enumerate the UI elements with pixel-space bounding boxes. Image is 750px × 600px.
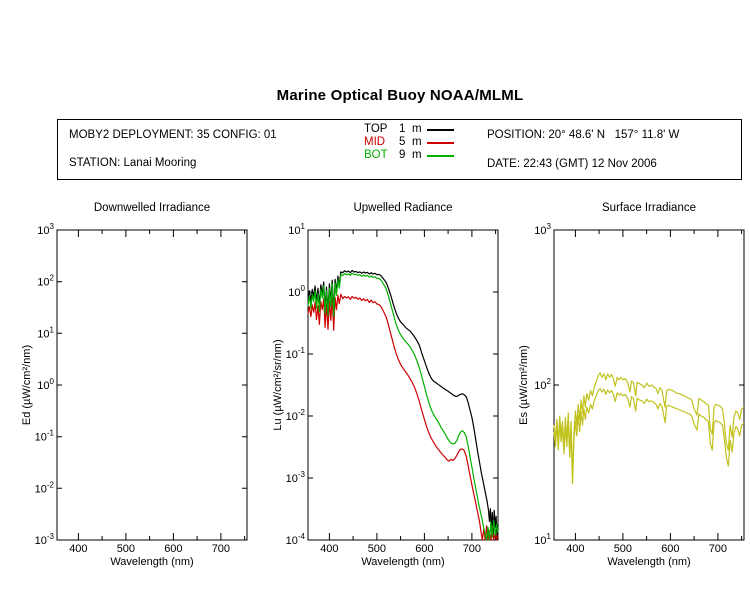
y-tick-label: 10-1 xyxy=(286,346,306,361)
axis-ticks xyxy=(57,229,247,541)
chart-title: Downwelled Irradiance xyxy=(94,202,210,214)
legend-depth-bot: 9 xyxy=(399,149,406,161)
legend-unit-mid: m xyxy=(412,136,422,148)
legend-unit-bot: m xyxy=(412,149,422,161)
series-TOP-1m-line xyxy=(307,269,499,538)
y-tick-label: 10-2 xyxy=(286,408,306,423)
y-tick-label: 10-2 xyxy=(35,480,55,495)
series-Es-lower-line xyxy=(553,387,745,485)
y-tick-label: 103 xyxy=(37,222,54,237)
y-tick-label: 101 xyxy=(37,325,54,340)
y-tick-label: 10-3 xyxy=(286,470,306,485)
chart-title: Upwelled Radiance xyxy=(353,202,452,214)
legend-label-top: TOP xyxy=(364,123,388,135)
chart-upwelled-radiance: Upwelled Radiance 400 500 600 700 10-4 10-3 10-… xyxy=(272,202,499,568)
depth-legend: TOP 1 m MID 5 m BOT 9 m xyxy=(364,123,514,162)
legend-unit-top: m xyxy=(412,123,422,135)
x-axis-label: Wavelength (nm) xyxy=(361,556,444,568)
chart-downwelled-irradiance: Downwelled Irradiance 400 500 600 700 10-3 10-… xyxy=(21,202,248,568)
legend-line-swatch-mid xyxy=(427,142,454,144)
deployment-config-text: MOBY2 DEPLOYMENT: 35 CONFIG: 01 xyxy=(69,129,277,141)
x-tick-label: 400 xyxy=(69,543,87,555)
y-tick-label: 101 xyxy=(288,222,305,237)
legend-depth-mid: 5 xyxy=(399,136,406,148)
series-MID-5m-line xyxy=(307,293,499,541)
legend-line-swatch-top xyxy=(427,129,454,131)
header-info-box: MOBY2 DEPLOYMENT: 35 CONFIG: 01 STATION:… xyxy=(57,119,742,180)
axis-ticks xyxy=(308,229,498,541)
chart-title: Surface Irradiance xyxy=(602,202,696,214)
plot-frame xyxy=(307,229,499,541)
series-BOT-9m-line xyxy=(307,272,499,541)
x-tick-label: 700 xyxy=(212,543,230,555)
x-tick-label: 500 xyxy=(117,543,135,555)
series-Es-upper-line xyxy=(553,372,745,479)
y-tick-label: 10-4 xyxy=(286,532,306,547)
position-text: POSITION: 20° 48.6' N 157° 11.8' W xyxy=(487,129,680,141)
y-tick-label: 103 xyxy=(534,222,551,237)
y-tick-label: 10-1 xyxy=(35,429,55,444)
date-text: DATE: 22:43 (GMT) 12 Nov 2006 xyxy=(487,158,657,170)
y-axis-label: Es (µW/cm²/nm) xyxy=(518,345,530,425)
x-tick-label: 700 xyxy=(463,543,481,555)
x-tick-label: 600 xyxy=(415,543,433,555)
y-tick-label: 102 xyxy=(37,274,54,289)
legend-label-bot: BOT xyxy=(364,149,388,161)
x-tick-label: 700 xyxy=(709,543,727,555)
station-text: STATION: Lanai Mooring xyxy=(69,157,197,169)
legend-row-mid: MID 5 m xyxy=(364,136,514,149)
legend-row-bot: BOT 9 m xyxy=(364,149,514,162)
x-axis-label: Wavelength (nm) xyxy=(607,556,690,568)
x-axis-label: Wavelength (nm) xyxy=(110,556,193,568)
x-tick-label: 400 xyxy=(320,543,338,555)
plot-frame xyxy=(553,229,745,541)
axis-ticks xyxy=(554,229,744,541)
y-tick-label: 102 xyxy=(534,377,551,392)
chart-surface-irradiance: Surface Irradiance 400 500 600 700 101 102 103 W… xyxy=(518,202,745,568)
y-axis-label: Lu (µW/cm²/sr/nm) xyxy=(272,339,284,430)
legend-row-top: TOP 1 m xyxy=(364,123,514,136)
legend-label-mid: MID xyxy=(364,136,386,148)
plot-frame xyxy=(56,229,248,541)
legend-line-swatch-bot xyxy=(427,155,454,157)
x-tick-label: 500 xyxy=(368,543,386,555)
page-title: Marine Optical Buoy NOAA/MLML xyxy=(276,87,524,104)
y-tick-label: 10-3 xyxy=(35,532,55,547)
legend-depth-top: 1 xyxy=(399,123,406,135)
x-tick-label: 500 xyxy=(614,543,632,555)
y-tick-label: 101 xyxy=(534,532,551,547)
y-tick-label: 100 xyxy=(37,377,54,392)
x-tick-label: 600 xyxy=(164,543,182,555)
y-tick-label: 100 xyxy=(288,284,305,299)
x-tick-label: 600 xyxy=(661,543,679,555)
x-tick-label: 400 xyxy=(566,543,584,555)
y-axis-label: Ed (µW/cm²/nm) xyxy=(21,345,33,425)
